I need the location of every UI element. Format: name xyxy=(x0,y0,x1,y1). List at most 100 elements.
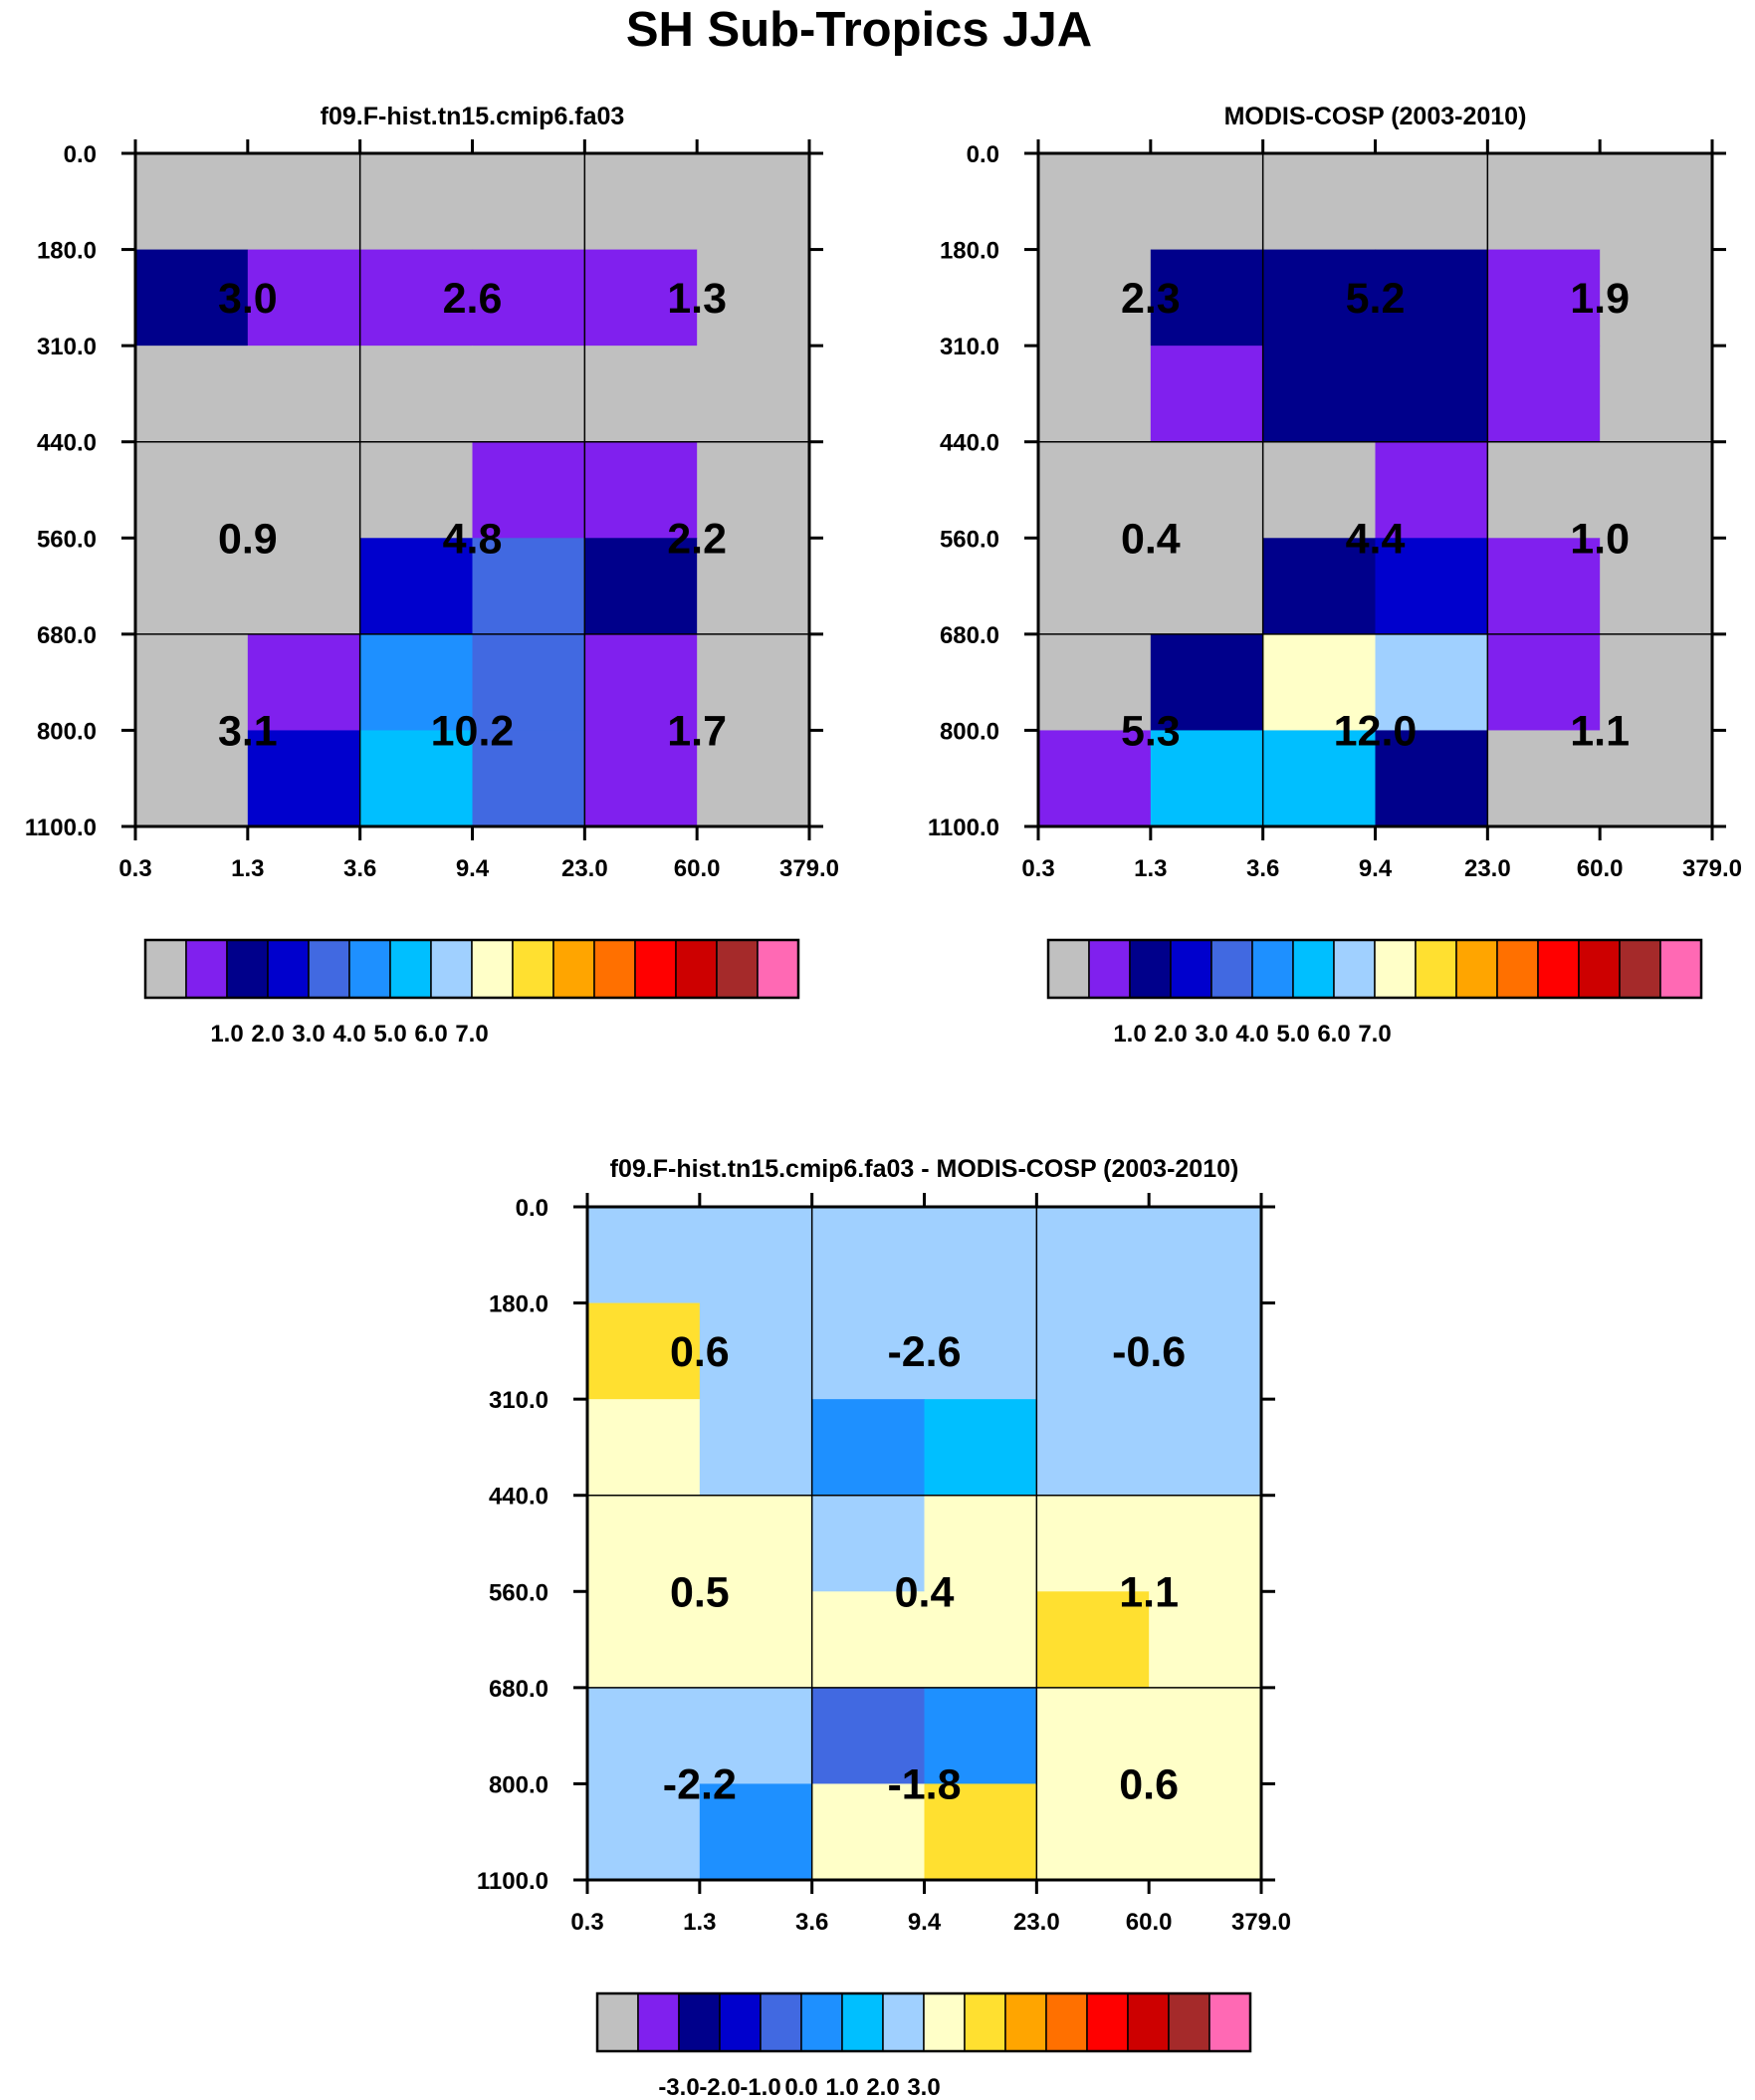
heatmap-cell xyxy=(697,441,810,539)
heatmap-cell xyxy=(1600,538,1713,635)
heatmap-cell xyxy=(1600,346,1713,443)
heatmap-cell xyxy=(1487,441,1601,539)
heatmap-cell xyxy=(359,441,474,539)
heatmap-cell xyxy=(811,1302,926,1400)
x-tick-label: 0.3 xyxy=(118,855,151,882)
x-tick-label: 379.0 xyxy=(779,855,839,882)
heatmap-cell xyxy=(135,249,249,347)
heatmap-cell xyxy=(1038,153,1152,251)
heatmap-cell xyxy=(472,730,585,827)
heatmap-cell xyxy=(247,633,361,732)
y-tick-label: 1100.0 xyxy=(25,815,97,841)
box-value-label: 3.0 xyxy=(218,275,278,323)
heatmap-cell xyxy=(1487,538,1601,635)
heatmap-cell xyxy=(247,153,361,251)
heatmap-cell xyxy=(359,730,474,827)
colorbar-swatch xyxy=(760,1992,802,2052)
colorbar-swatch xyxy=(634,939,677,999)
y-tick-label: 0.0 xyxy=(64,141,97,168)
colorbar-frame xyxy=(1046,938,1703,1000)
y-tick-label: 180.0 xyxy=(940,238,999,265)
box-value-label: 2.2 xyxy=(667,515,727,563)
heatmap-cell xyxy=(924,1591,1037,1689)
colorbar-swatch xyxy=(430,939,473,999)
x-tick-label: 3.6 xyxy=(1246,855,1279,882)
heatmap-cell xyxy=(1375,633,1488,732)
box-value-label: 5.3 xyxy=(1121,707,1181,755)
heatmap-cell xyxy=(1487,153,1601,251)
box-value-label: 4.4 xyxy=(1346,515,1406,563)
heatmap-cell xyxy=(135,538,249,635)
colorbar-swatch xyxy=(1374,939,1417,999)
box-value-label: 0.6 xyxy=(1119,1760,1179,1808)
heatmap-cell xyxy=(359,633,474,732)
heatmap-cell xyxy=(697,249,810,347)
y-tick-label: 1100.0 xyxy=(477,1868,548,1895)
heatmap-cell xyxy=(1036,1783,1150,1881)
y-tick-label: 440.0 xyxy=(940,430,999,457)
heatmap-cell xyxy=(359,153,474,251)
heatmap-cell xyxy=(1375,441,1488,539)
heatmap-cell xyxy=(1375,538,1488,635)
colorbar-label: -1.0 xyxy=(740,2074,780,2100)
panel-0: 0.3 1.3 3.6 9.4 23.0 60.0 379.0 0.0 180.0 310.0 44… xyxy=(25,103,839,1048)
heatmap-cell xyxy=(924,1783,1037,1881)
y-tick-label: 560.0 xyxy=(37,526,97,553)
heatmap-cell xyxy=(587,1783,701,1881)
heatmap-cell xyxy=(359,346,474,443)
heatmap-cell xyxy=(1038,441,1152,539)
colorbar-swatch xyxy=(637,1992,680,2052)
y-tick-label: 180.0 xyxy=(489,1291,548,1318)
colorbar-swatch xyxy=(800,1992,843,2052)
x-tick-label: 60.0 xyxy=(674,855,721,882)
heatmap-cell xyxy=(1149,1302,1262,1400)
colorbar-swatch xyxy=(1129,939,1172,999)
y-tick-label: 680.0 xyxy=(489,1676,548,1703)
panel-title: f09.F-hist.tn15.cmip6.fa03 - MODIS-COSP … xyxy=(610,1155,1239,1183)
y-tick-label: 310.0 xyxy=(940,334,999,360)
heatmap-cell xyxy=(472,346,585,443)
colorbar-label: -2.0 xyxy=(699,2074,740,2100)
colorbar-swatch xyxy=(512,939,554,999)
y-tick-label: 680.0 xyxy=(37,622,97,649)
colorbar-swatch xyxy=(1251,939,1294,999)
x-tick-label: 379.0 xyxy=(1682,855,1742,882)
y-tick-label: 440.0 xyxy=(489,1484,548,1511)
box-value-label: 12.0 xyxy=(1334,707,1418,755)
colorbar-frame xyxy=(143,938,800,1000)
heatmap-cell xyxy=(699,1495,813,1592)
heatmap-cell xyxy=(584,441,698,539)
colorbar-swatch xyxy=(389,939,432,999)
figure-title: SH Sub-Tropics JJA xyxy=(626,3,1092,57)
box-value-label: 1.9 xyxy=(1570,275,1630,323)
heatmap-cell xyxy=(811,1591,926,1689)
box-value-label: -1.8 xyxy=(887,1760,961,1808)
colorbar-label: 5.0 xyxy=(1276,1021,1309,1048)
box-value-label: 1.0 xyxy=(1570,515,1630,563)
heatmap-cell xyxy=(811,1495,926,1592)
heatmap-cell xyxy=(247,346,361,443)
x-tick-label: 60.0 xyxy=(1126,1909,1173,1936)
box-value-label: -2.6 xyxy=(887,1328,961,1376)
heatmap-cell xyxy=(1262,441,1377,539)
colorbar-swatch xyxy=(1455,939,1498,999)
heatmap-cell xyxy=(359,249,474,347)
heatmap-cell xyxy=(1600,633,1713,732)
heatmap-cell xyxy=(1038,346,1152,443)
colorbar-swatch xyxy=(964,1992,1006,2052)
colorbar-swatch xyxy=(1047,939,1090,999)
y-tick-label: 310.0 xyxy=(37,334,97,360)
y-tick-label: 180.0 xyxy=(37,238,97,265)
colorbar-label: 6.0 xyxy=(414,1021,447,1048)
colorbar-swatch xyxy=(144,939,187,999)
panel-1: 0.3 1.3 3.6 9.4 23.0 60.0 379.0 0.0 180.0 310.0 44… xyxy=(928,103,1742,1048)
colorbar-label: 2.0 xyxy=(1154,1021,1187,1048)
heatmap-cell xyxy=(1262,730,1377,827)
y-tick-label: 800.0 xyxy=(489,1771,548,1798)
heatmap-cell xyxy=(1150,538,1264,635)
colorbar-label: 7.0 xyxy=(455,1021,488,1048)
heatmap-cell xyxy=(247,538,361,635)
x-tick-label: 1.3 xyxy=(1134,855,1167,882)
heatmap-cell xyxy=(924,1687,1037,1785)
heatmap-cell xyxy=(1038,633,1152,732)
